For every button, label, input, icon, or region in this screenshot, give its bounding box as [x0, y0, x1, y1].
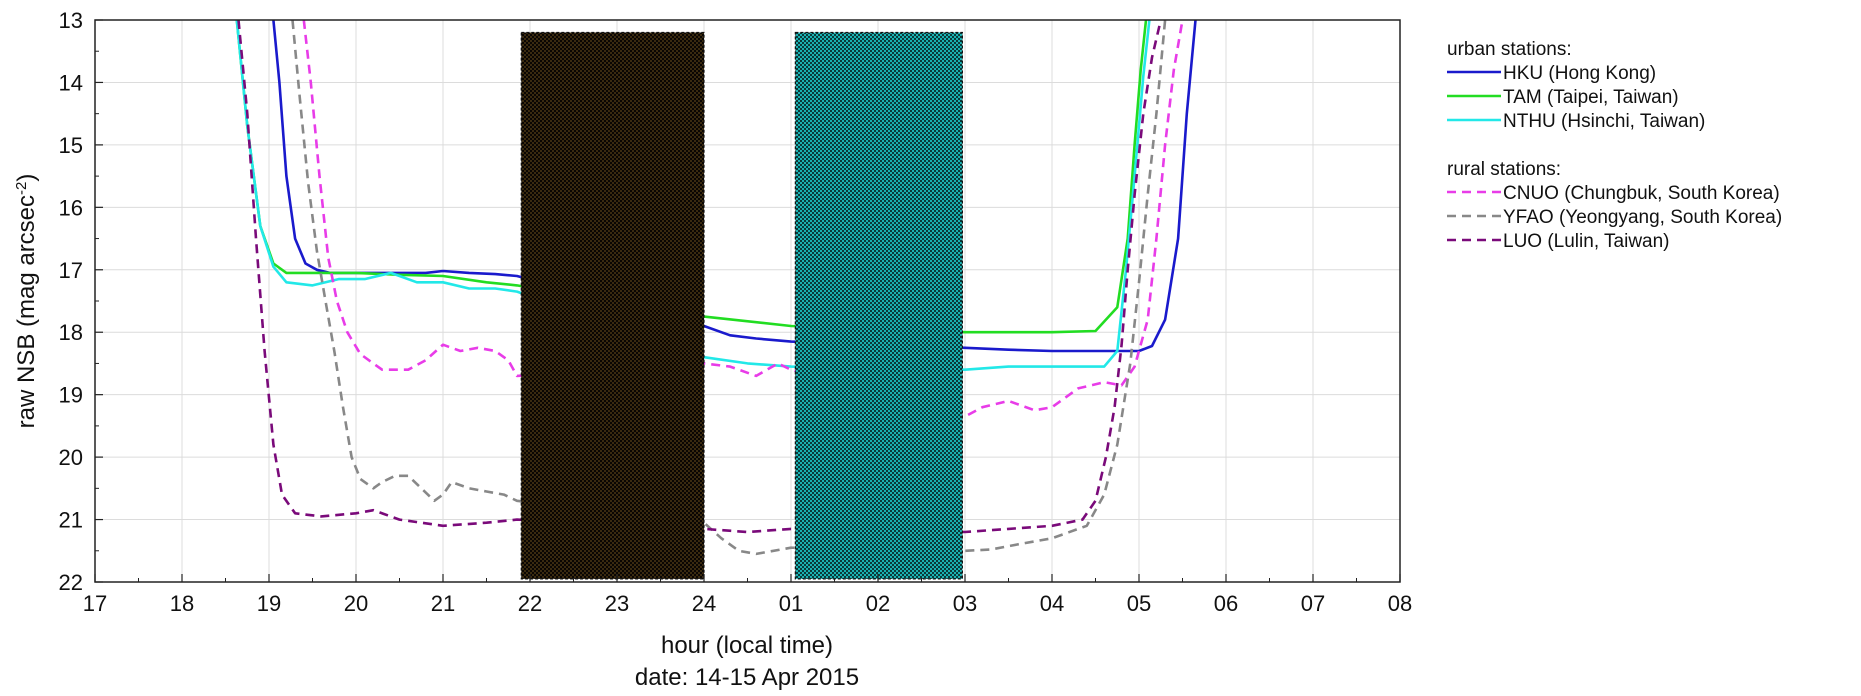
x-tick-label: 21: [431, 591, 455, 616]
y-tick-label: 16: [59, 195, 83, 220]
y-axis-title: raw NSB (mag arcsec-2): [13, 174, 41, 429]
y-tick-label: 20: [59, 445, 83, 470]
legend-entry-label: TAM (Taipei, Taiwan): [1503, 87, 1679, 108]
legend: urban stations: HKU (Hong Kong) TAM (Taipe…: [1447, 39, 1782, 252]
y-axis-title-close: ): [13, 174, 40, 182]
series-line: [237, 20, 1163, 534]
x-tick-label: 22: [518, 591, 542, 616]
plot-frame: [94, 19, 1401, 583]
y-tick-label: 15: [59, 133, 83, 158]
x-tick-label: 06: [1214, 591, 1238, 616]
x-tick-label: 03: [953, 591, 977, 616]
y-tick-label: 17: [59, 258, 83, 283]
x-tick-label: 24: [692, 591, 716, 616]
legend-entry-label: CNUO (Chungbuk, South Korea): [1503, 183, 1780, 204]
legend-group-heading: urban stations:: [1447, 39, 1572, 60]
y-tick-label: 21: [59, 508, 83, 533]
y-tick-label: 13: [59, 8, 83, 33]
legend-entry-label: YFAO (Yeongyang, South Korea): [1503, 207, 1782, 228]
x-tick-label: 19: [257, 591, 281, 616]
y-tick-label: 19: [59, 383, 83, 408]
axis-ticks: 17 18 19 20 21 22 23 24 01 02 03 04 05 06 07 08 13 14 15 16…: [59, 8, 1413, 616]
legend-entry-label: LUO (Lulin, Taiwan): [1503, 231, 1670, 252]
series-line: [272, 20, 1197, 353]
legend-entry-label: HKU (Hong Kong): [1503, 63, 1656, 84]
x-tick-label: 23: [605, 591, 629, 616]
x-tick-label: 20: [344, 591, 368, 616]
grid: [95, 20, 1400, 582]
series-line: [302, 20, 1184, 418]
x-tick-label: 04: [1040, 591, 1064, 616]
x-tick-label: 17: [83, 591, 107, 616]
x-tick-label: 18: [170, 591, 194, 616]
x-tick-label: 07: [1301, 591, 1325, 616]
y-axis-title-main: raw NSB (mag arcsec: [13, 195, 40, 428]
x-tick-label: 08: [1388, 591, 1412, 616]
series-line: [235, 20, 1148, 334]
x-tick-label: 02: [866, 591, 890, 616]
series-line: [291, 20, 1167, 556]
shaded-region: [794, 31, 963, 580]
y-axis-title-superscript: -2: [13, 182, 30, 195]
x-tick-label: 05: [1127, 591, 1151, 616]
y-tick-label: 14: [59, 70, 83, 95]
series-line: [235, 20, 1151, 371]
series-lines: [235, 20, 1197, 556]
shaded-region: [520, 31, 705, 580]
x-tick-label: 01: [779, 591, 803, 616]
legend-entry-label: NTHU (Hsinchi, Taiwan): [1503, 111, 1705, 132]
y-tick-label: 22: [59, 570, 83, 595]
x-axis-title: hour (local time): [661, 632, 833, 659]
shaded-regions: [520, 31, 963, 580]
x-axis-date-label: date: 14-15 Apr 2015: [635, 664, 859, 691]
legend-group-heading: rural stations:: [1447, 159, 1561, 180]
y-tick-label: 18: [59, 320, 83, 345]
